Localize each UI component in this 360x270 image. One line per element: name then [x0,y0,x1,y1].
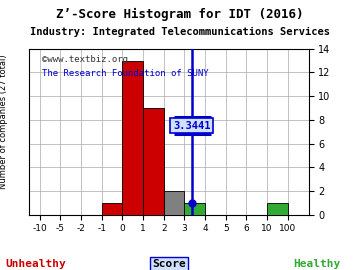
Text: Unhealthy: Unhealthy [6,259,66,269]
Text: 3.3441: 3.3441 [173,121,211,131]
Bar [164,191,184,215]
Bar [184,203,205,215]
Bar [143,108,164,215]
Text: ©www.textbiz.org: ©www.textbiz.org [42,55,128,64]
Bar [102,203,122,215]
Text: Industry: Integrated Telecommunications Services: Industry: Integrated Telecommunications … [30,27,330,37]
Text: The Research Foundation of SUNY: The Research Foundation of SUNY [42,69,208,78]
Text: Healthy: Healthy [293,259,341,269]
Bar [267,203,288,215]
Text: Number of companies (27 total): Number of companies (27 total) [0,54,8,189]
Bar [122,60,143,215]
Text: Score: Score [152,259,186,269]
Text: Z’-Score Histogram for IDT (2016): Z’-Score Histogram for IDT (2016) [56,8,304,21]
